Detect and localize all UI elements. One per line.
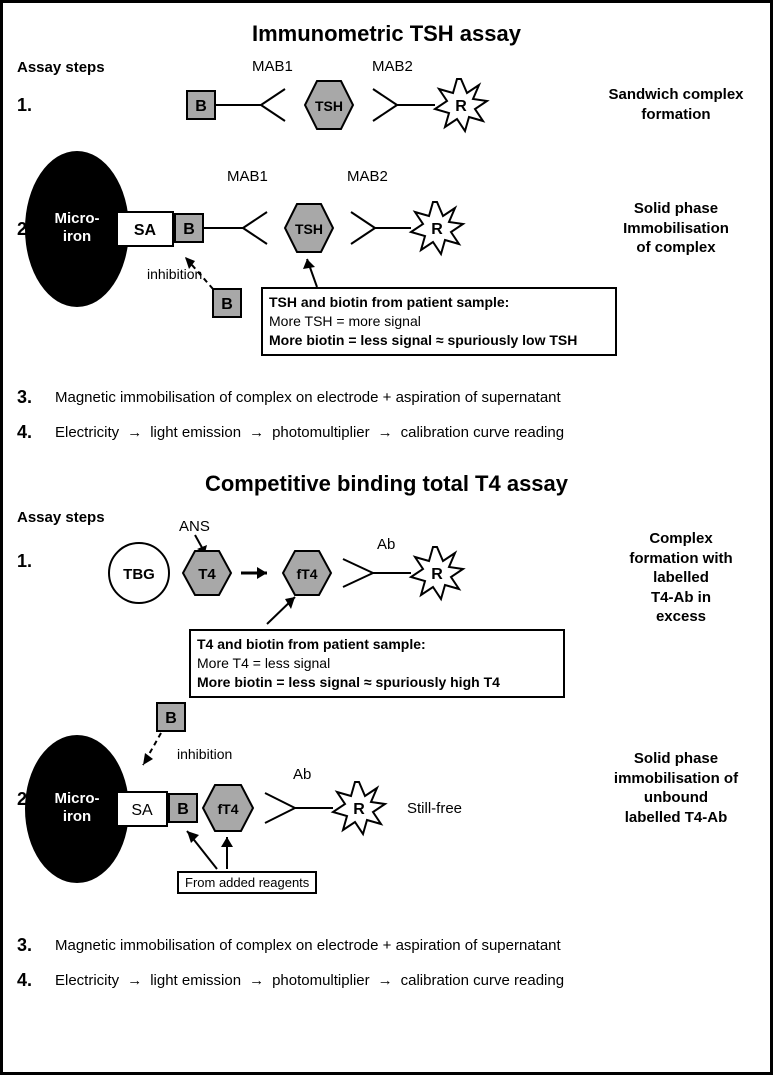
- tsh-title: Immunometric TSH assay: [17, 21, 756, 47]
- tsh-hex-label2: TSH: [295, 221, 323, 237]
- t4-fT4-2: fT4: [218, 801, 239, 817]
- starburst-icon: R: [411, 547, 463, 599]
- arrow-icon: →: [249, 972, 264, 989]
- t4-desc2-line1: Solid phase: [634, 750, 718, 767]
- tsh-desc2-line3: of complex: [636, 239, 715, 256]
- arrow-icon: →: [127, 424, 142, 441]
- t4-note-line2: More biotin = less signal ≈ spuriously h…: [197, 673, 557, 692]
- t4-step4b: light emission: [150, 972, 241, 989]
- t4-T4: T4: [198, 566, 216, 583]
- t4-step1-diagram: ANS TBG T4 fT4 Ab R: [77, 519, 567, 629]
- t4-step4-num: 4.: [17, 970, 47, 991]
- t4-desc2-line4: labelled T4-Ab: [625, 809, 728, 826]
- tsh-desc2-line1: Solid phase: [634, 200, 718, 217]
- t4-B2: B: [177, 801, 189, 818]
- tsh-step3-text: Magnetic immobilisation of complex on el…: [55, 389, 561, 406]
- tsh-step3-num: 3.: [17, 387, 47, 408]
- starburst-icon: R: [333, 782, 385, 834]
- tsh-note-line2: More biotin = less signal ≈ spuriously l…: [269, 331, 609, 350]
- tsh-R1: R: [455, 98, 467, 115]
- tsh-step4a: Electricity: [55, 424, 119, 441]
- tsh-mab1-label-2: MAB1: [227, 168, 268, 185]
- tsh-SA: SA: [134, 222, 157, 239]
- t4-ANS: ANS: [179, 518, 210, 535]
- tsh-desc2-line2: Immobilisation: [623, 220, 729, 237]
- t4-desc1-line4: T4-Ab in: [651, 589, 711, 606]
- tsh-B3: B: [221, 296, 233, 313]
- tsh-note-box: TSH and biotin from patient sample: More…: [261, 287, 617, 356]
- tsh-B2: B: [183, 221, 195, 238]
- t4-step3-text: Magnetic immobilisation of complex on el…: [55, 937, 561, 954]
- tsh-inhibition: inhibition: [147, 266, 202, 282]
- arrow-icon: →: [378, 424, 393, 441]
- t4-micro1: Micro-: [55, 790, 100, 807]
- t4-from-reagents: From added reagents: [185, 875, 309, 890]
- t4-note-line1: More T4 = less signal: [197, 654, 557, 673]
- tsh-note-title: TSH and biotin from patient sample:: [269, 293, 609, 312]
- tsh-hex-label1: TSH: [315, 98, 343, 114]
- tsh-step4-num: 4.: [17, 422, 47, 443]
- tsh-desc1-line2: formation: [641, 106, 710, 123]
- t4-step4a: Electricity: [55, 972, 119, 989]
- tsh-mab1-label-1: MAB1: [252, 58, 293, 75]
- tsh-step4b: light emission: [150, 424, 241, 441]
- arrow-icon: →: [249, 424, 264, 441]
- page-frame: Immunometric TSH assay Assay steps 1. 2.…: [0, 0, 773, 1075]
- t4-title: Competitive binding total T4 assay: [17, 471, 756, 497]
- t4-R1: R: [431, 566, 443, 583]
- t4-desc1-line1: Complex: [649, 530, 712, 547]
- tsh-step4d: calibration curve reading: [401, 424, 564, 441]
- t4-desc2-line3: unbound: [644, 789, 708, 806]
- t4-SA: SA: [131, 802, 153, 819]
- tsh-step1-num: 1.: [17, 95, 32, 116]
- t4-step4d: calibration curve reading: [401, 972, 564, 989]
- t4-Ab-2: Ab: [293, 766, 311, 783]
- arrow-icon: →: [127, 972, 142, 989]
- t4-TBG: TBG: [123, 566, 155, 583]
- t4-R2: R: [353, 801, 365, 818]
- arrow-icon: →: [378, 972, 393, 989]
- t4-step1-num: 1.: [17, 551, 32, 572]
- t4-note-title: T4 and biotin from patient sample:: [197, 635, 557, 654]
- starburst-icon: R: [411, 202, 463, 254]
- tsh-step1-diagram: MAB1 MAB2 B TSH R: [167, 59, 527, 139]
- tsh-micro1: Micro-: [55, 210, 100, 227]
- t4-stillfree: Still-free: [407, 800, 462, 817]
- t4-note-box: T4 and biotin from patient sample: More …: [189, 629, 565, 698]
- t4-step3-num: 3.: [17, 935, 47, 956]
- t4-fT4-1: fT4: [297, 566, 318, 582]
- t4-B-free: B: [165, 710, 177, 727]
- tsh-desc1-line1: Sandwich complex: [608, 86, 743, 103]
- t4-step4c: photomultiplier: [272, 972, 370, 989]
- t4-desc1-line5: excess: [656, 608, 706, 625]
- tsh-R2: R: [431, 221, 443, 238]
- tsh-mab2-label-1: MAB2: [372, 58, 413, 75]
- t4-micro2: iron: [63, 808, 91, 825]
- tsh-micro2: iron: [63, 228, 91, 245]
- t4-reagents-box: From added reagents: [177, 871, 317, 894]
- tsh-step4c: photomultiplier: [272, 424, 370, 441]
- tsh-B1: B: [195, 98, 207, 115]
- tsh-assay-steps-label: Assay steps: [17, 59, 105, 76]
- starburst-icon: R: [435, 79, 487, 131]
- tsh-note-line1: More TSH = more signal: [269, 312, 609, 331]
- t4-desc1-line3: labelled: [653, 569, 709, 586]
- t4-desc2-line2: immobilisation of: [614, 770, 738, 787]
- t4-desc1-line2: formation with: [629, 550, 732, 567]
- t4-Ab-1: Ab: [377, 536, 395, 553]
- tsh-mab2-label-2: MAB2: [347, 168, 388, 185]
